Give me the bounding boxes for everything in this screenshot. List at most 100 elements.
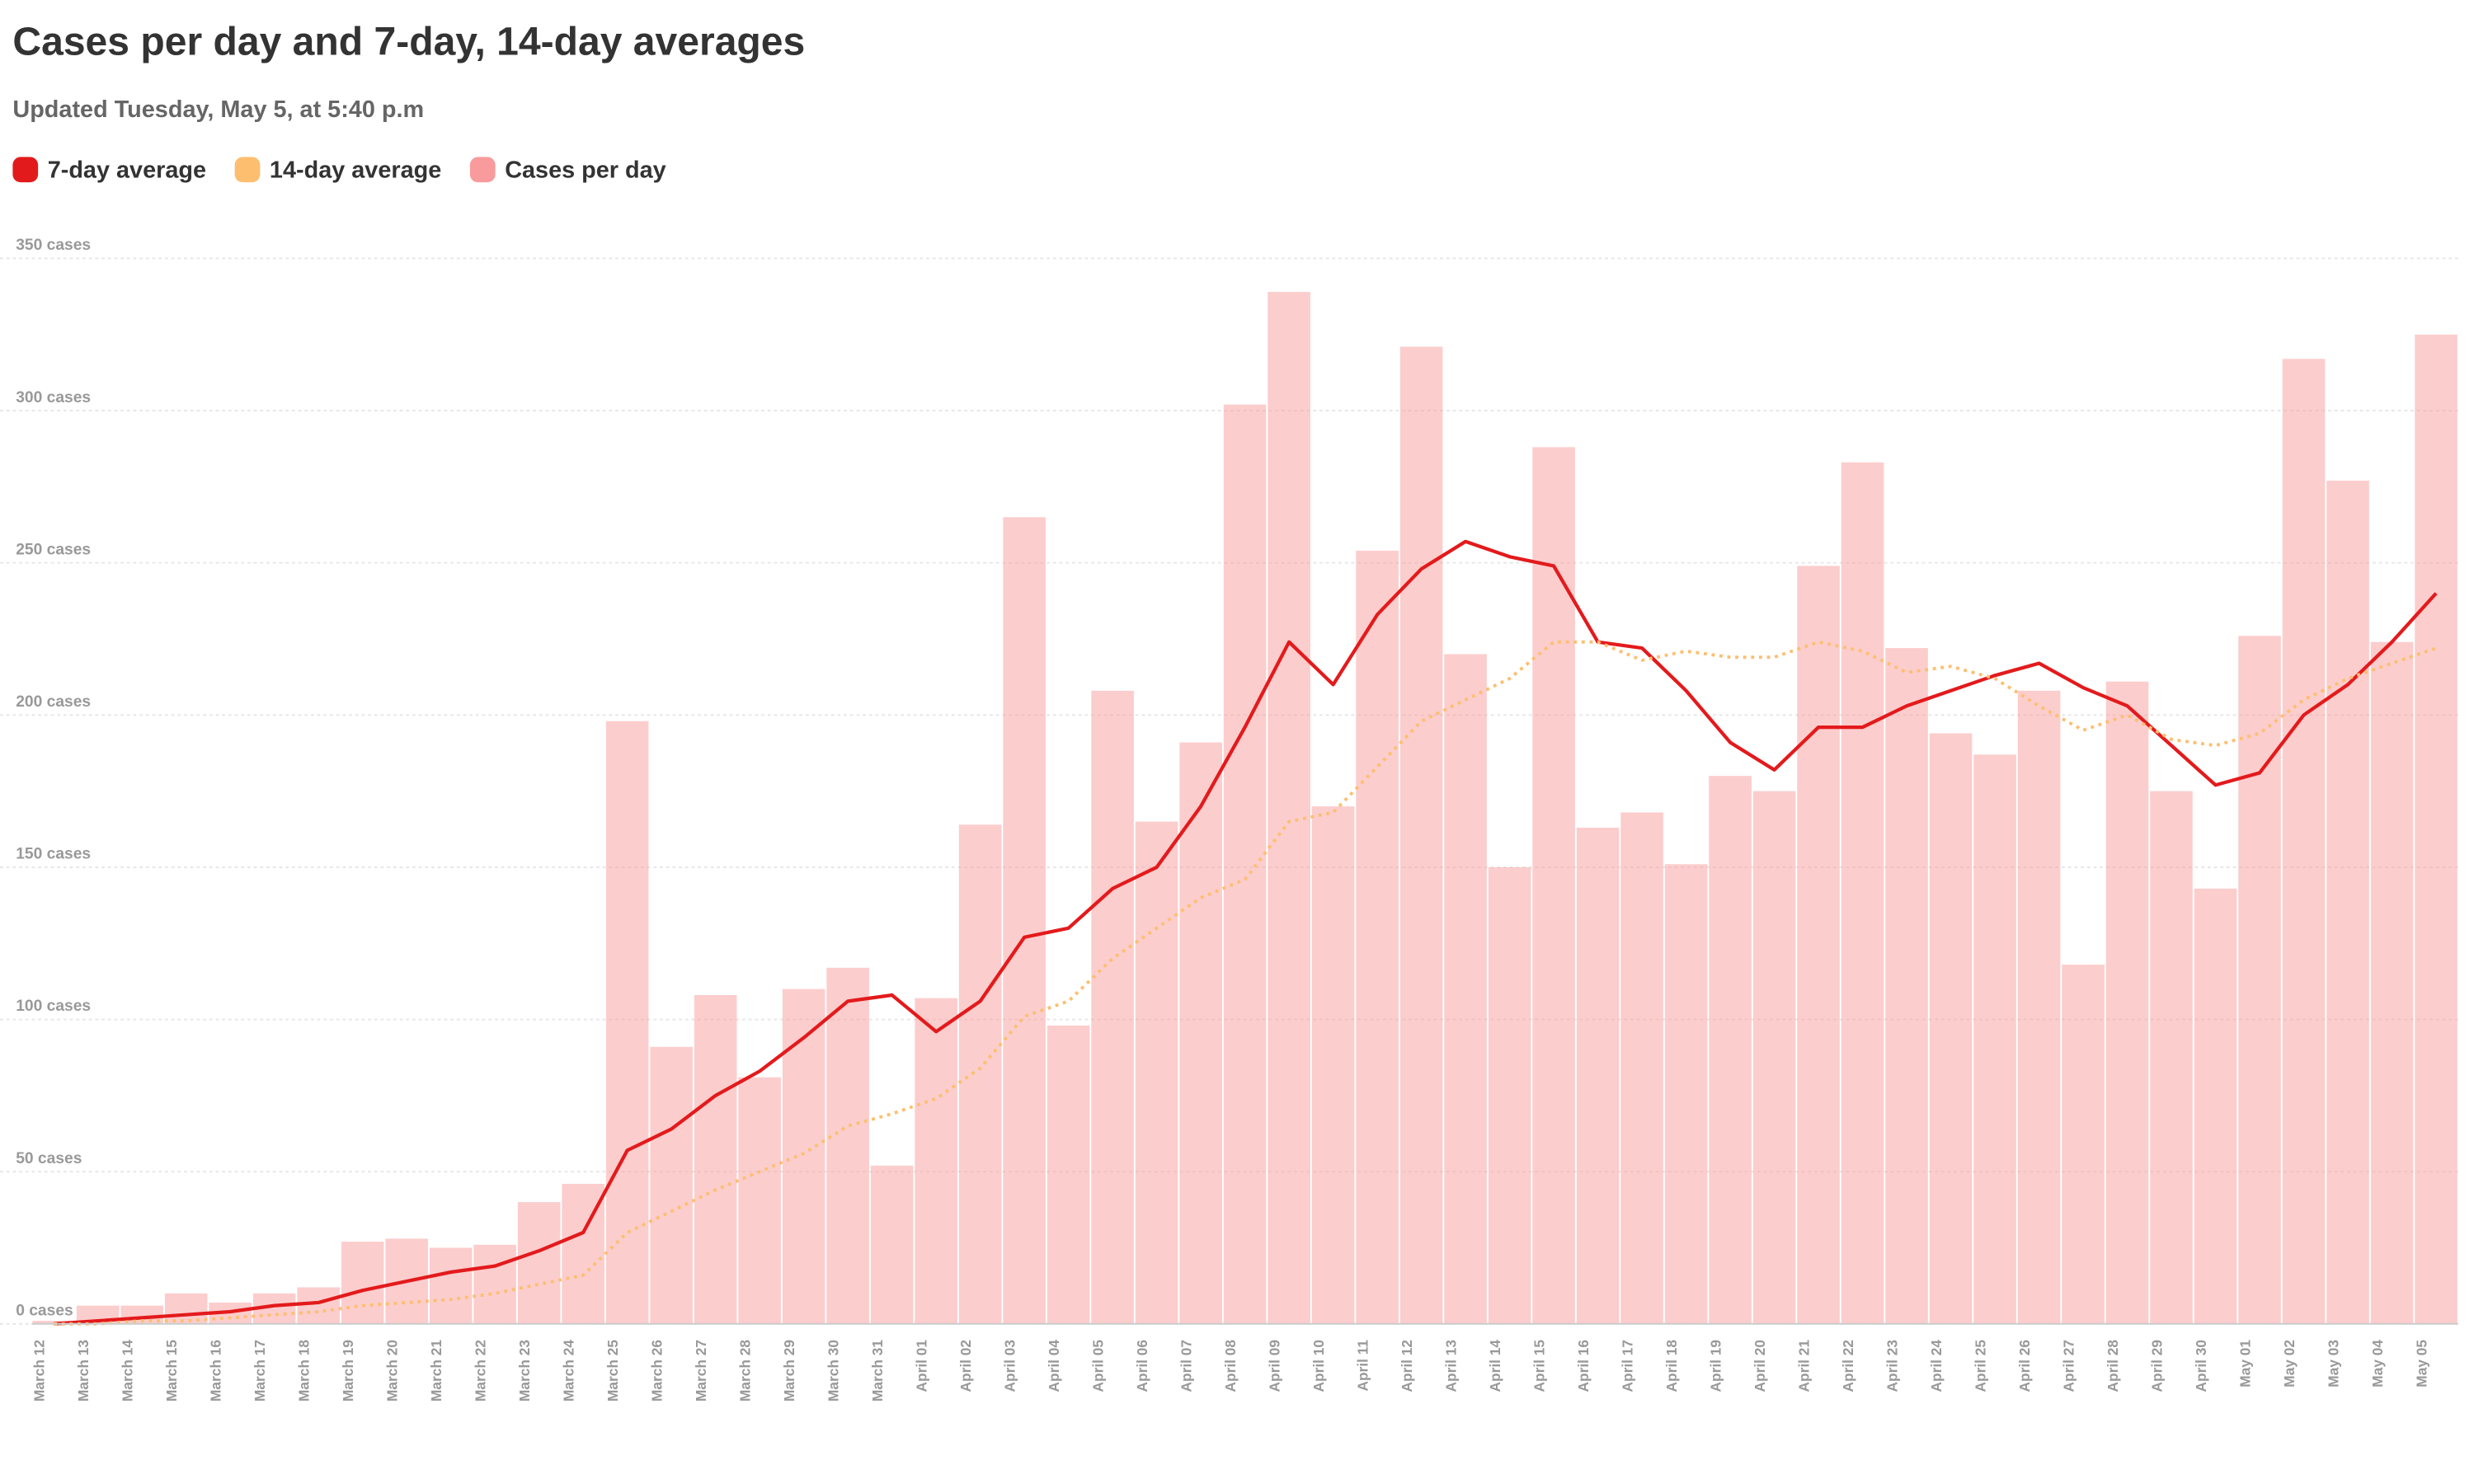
bar (1841, 462, 1884, 1324)
x-tick-label: March 21 (428, 1340, 444, 1402)
x-tick-label: April 16 (1575, 1340, 1592, 1392)
bar (915, 998, 957, 1324)
x-tick-label: March 23 (516, 1340, 533, 1402)
chart-title: Cases per day and 7-day, 14-day averages (12, 20, 805, 64)
bar (2282, 359, 2326, 1324)
bar (297, 1287, 340, 1324)
x-tick-label: April 12 (1399, 1340, 1415, 1392)
x-tick-label: April 23 (1884, 1340, 1901, 1392)
bar (1091, 690, 1134, 1324)
bar (1576, 827, 1620, 1324)
legend-swatch (12, 157, 39, 183)
x-tick-label: April 04 (1046, 1340, 1062, 1392)
x-tick-label: May 05 (2414, 1340, 2430, 1388)
x-tick-label: March 15 (163, 1340, 180, 1402)
bar (2062, 965, 2105, 1324)
x-tick-label: March 29 (781, 1340, 797, 1402)
bar (1664, 864, 1708, 1324)
bar (694, 995, 737, 1324)
x-tick-label: March 13 (75, 1340, 92, 1402)
bar (1709, 776, 1752, 1324)
bar (1444, 654, 1487, 1324)
y-tick-label: 100 cases (16, 998, 91, 1015)
x-tick-label: March 20 (384, 1340, 401, 1402)
line (54, 640, 2437, 1326)
x-tick-label: March 12 (31, 1340, 48, 1402)
bar (473, 1244, 516, 1324)
x-tick-label: April 01 (914, 1340, 930, 1392)
x-tick-label: March 16 (208, 1340, 224, 1402)
bar (2415, 334, 2458, 1324)
x-tick-label: May 01 (2237, 1340, 2254, 1388)
x-tick-label: April 03 (1002, 1340, 1018, 1392)
x-tick-label: March 19 (340, 1340, 356, 1402)
bar (1356, 550, 1399, 1324)
bar (2194, 888, 2237, 1324)
x-tick-label: April 10 (1310, 1340, 1327, 1392)
x-tick-label: April 11 (1355, 1340, 1371, 1392)
bar (738, 1077, 781, 1324)
bar (2150, 791, 2193, 1324)
bar (164, 1293, 208, 1324)
x-tick-label: April 24 (1928, 1340, 1945, 1392)
x-tick-label: April 30 (2193, 1340, 2209, 1392)
x-tick-label: March 31 (869, 1340, 886, 1402)
x-tick-label: April 21 (1796, 1340, 1813, 1392)
legend-label: Cases per day (505, 157, 666, 183)
x-tick-label: March 17 (252, 1340, 268, 1402)
bar (1135, 821, 1178, 1324)
y-tick-label: 200 cases (16, 693, 91, 711)
bar (1399, 346, 1443, 1324)
bar (1532, 447, 1575, 1324)
bar (605, 721, 649, 1324)
bar (1752, 791, 1796, 1324)
bar (2238, 636, 2281, 1324)
legend-swatch (234, 157, 261, 183)
bar (1488, 866, 1531, 1324)
x-tick-label: April 05 (1090, 1340, 1107, 1392)
x-tick-label: May 02 (2281, 1340, 2298, 1388)
x-tick-label: March 18 (296, 1340, 313, 1402)
bar (1268, 292, 1310, 1324)
x-tick-label: March 24 (561, 1340, 577, 1402)
legend-swatch (469, 157, 496, 183)
bar (341, 1242, 384, 1324)
bar (650, 1046, 693, 1324)
bar (2370, 641, 2414, 1324)
x-tick-label: April 07 (1178, 1340, 1195, 1392)
bar (2105, 681, 2149, 1324)
bar (1311, 806, 1355, 1324)
bar (782, 989, 825, 1324)
x-tick-label: April 15 (1531, 1340, 1548, 1392)
x-tick-label: April 26 (2016, 1340, 2033, 1392)
bar (1929, 733, 1973, 1324)
bar (429, 1247, 473, 1324)
bar (1047, 1025, 1090, 1324)
y-tick-label: 250 cases (16, 541, 91, 558)
bar (958, 824, 1002, 1324)
x-tick-label: April 25 (1973, 1340, 1989, 1392)
x-tick-label: April 19 (1708, 1340, 1724, 1392)
bar (870, 1165, 914, 1324)
x-tick-label: May 04 (2369, 1340, 2386, 1388)
x-tick-label: April 27 (2061, 1340, 2077, 1392)
x-tick-label: March 26 (649, 1340, 666, 1402)
line (54, 539, 2438, 1326)
bar (1797, 566, 1840, 1324)
x-tick-label: April 17 (1620, 1340, 1636, 1392)
chart-subtitle: Updated Tuesday, May 5, at 5:40 p.m (12, 96, 424, 123)
x-tick-label: March 25 (604, 1340, 621, 1402)
bar (826, 967, 869, 1324)
x-tick-label: April 08 (1222, 1340, 1239, 1392)
x-tick-label: March 14 (120, 1340, 136, 1402)
x-tick-label: April 13 (1443, 1340, 1460, 1392)
x-tick-label: March 30 (825, 1340, 842, 1402)
legend-label: 7-day average (48, 157, 206, 183)
x-tick-label: April 22 (1840, 1340, 1856, 1392)
x-tick-label: April 28 (2105, 1340, 2121, 1392)
bar (517, 1202, 561, 1324)
x-tick-label: April 29 (2149, 1340, 2166, 1392)
bar (2326, 481, 2369, 1324)
y-tick-label: 150 cases (16, 846, 91, 863)
